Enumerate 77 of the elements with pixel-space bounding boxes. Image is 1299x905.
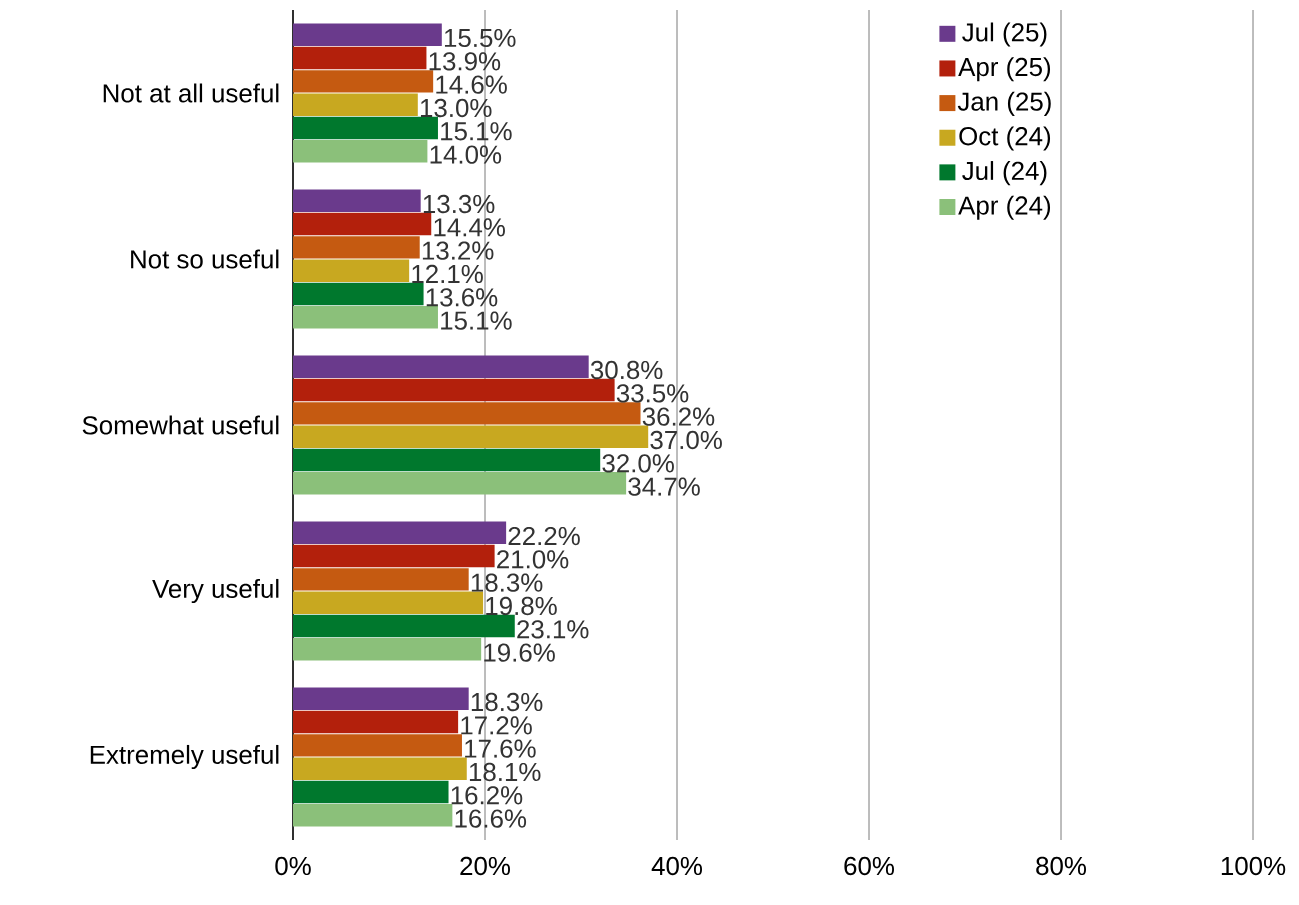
legend-label: Oct (24) [959, 126, 1051, 151]
bar [293, 521, 507, 544]
y-tick-label: Very useful [152, 578, 279, 604]
data-label: 15.1% [441, 122, 512, 141]
bar [293, 355, 589, 378]
data-label: 34.7% [628, 477, 700, 496]
data-label: 15.5% [444, 28, 516, 48]
bar [293, 402, 641, 425]
x-tick-label: 100% [1221, 856, 1286, 876]
y-tick-label: Not at all useful [103, 83, 279, 103]
bar [293, 140, 428, 163]
bar [293, 638, 482, 661]
bar [293, 212, 432, 236]
data-label: 17.2% [461, 716, 532, 735]
bar [293, 448, 601, 472]
bar [293, 425, 649, 448]
bar [293, 259, 410, 282]
data-label: 12.1% [412, 264, 483, 284]
legend-label: Jan (25) [957, 91, 1051, 116]
legend-label: Jul (25) [962, 22, 1047, 47]
data-label: 18.1% [469, 762, 541, 782]
data-label: 33.5% [616, 384, 689, 403]
data-label: 30.8% [590, 360, 663, 380]
x-tick-label: 60% [844, 856, 894, 876]
data-label: 37.0% [650, 430, 722, 450]
bar [293, 472, 627, 495]
legend-label: Jul (24) [962, 161, 1047, 186]
data-label: 16.2% [451, 786, 523, 805]
data-label: 15.1% [441, 311, 512, 330]
x-tick-label: 40% [651, 856, 702, 876]
bar [293, 591, 484, 614]
data-label: 32.0% [602, 454, 674, 473]
legend-label: Apr (24) [958, 195, 1051, 220]
data-label: 14.0% [430, 145, 502, 164]
bar [293, 70, 434, 93]
bar [293, 780, 449, 804]
y-tick-label: Extremely useful [90, 744, 279, 770]
data-label: 13.9% [429, 52, 501, 71]
data-label: 19.8% [486, 596, 557, 616]
data-label: 17.6% [465, 739, 536, 758]
data-label: 23.1% [517, 620, 589, 639]
bar [293, 23, 442, 46]
data-label: 22.2% [508, 526, 580, 546]
data-label: 14.4% [434, 218, 505, 237]
bar [293, 614, 515, 638]
data-label: 13.6% [426, 288, 498, 307]
bar [293, 710, 459, 734]
data-label: 18.3% [471, 573, 543, 592]
bar [293, 757, 467, 780]
data-label: 13.0% [420, 98, 492, 118]
y-tick-label: Somewhat useful [82, 415, 279, 435]
bar [293, 93, 418, 116]
data-label: 13.3% [423, 194, 495, 214]
bar [293, 306, 438, 329]
x-tick-label: 80% [1036, 856, 1086, 876]
bar [293, 116, 438, 140]
data-label: 21.0% [497, 550, 569, 569]
y-tick-label: Not so useful [131, 249, 279, 269]
bar [293, 282, 424, 306]
bar [293, 189, 421, 212]
bar [293, 568, 469, 591]
bar [293, 734, 462, 757]
bar [293, 544, 495, 568]
bar [293, 378, 615, 402]
x-tick-label: 20% [460, 856, 510, 876]
data-label: 18.3% [471, 692, 543, 712]
data-label: 13.2% [422, 241, 494, 260]
bar [293, 236, 420, 259]
legend-label: Apr (25) [958, 57, 1051, 82]
data-label: 36.2% [642, 407, 715, 426]
bar [293, 687, 469, 710]
data-label: 14.6% [436, 75, 507, 94]
bar [293, 46, 427, 70]
data-label: 16.6% [455, 809, 527, 828]
data-label: 19.6% [484, 643, 555, 662]
x-tick-label: 0% [275, 856, 311, 876]
bar [293, 804, 453, 827]
